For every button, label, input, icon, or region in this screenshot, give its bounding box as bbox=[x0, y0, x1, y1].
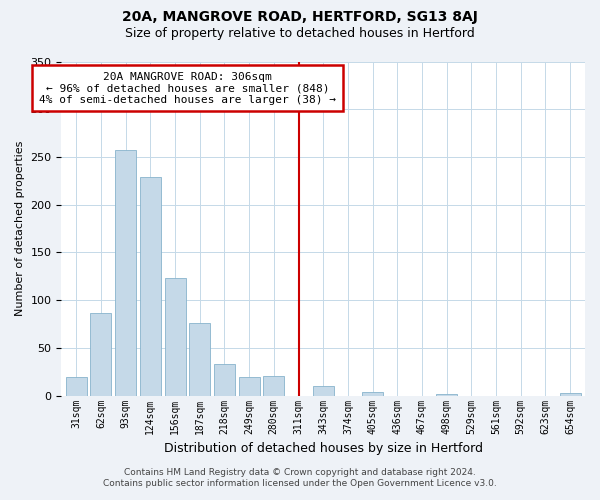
Bar bbox=[436, 394, 457, 396]
Bar bbox=[66, 378, 87, 396]
X-axis label: Distribution of detached houses by size in Hertford: Distribution of detached houses by size … bbox=[164, 442, 483, 455]
Text: Size of property relative to detached houses in Hertford: Size of property relative to detached ho… bbox=[125, 28, 475, 40]
Bar bbox=[91, 312, 112, 396]
Bar bbox=[362, 392, 383, 396]
Bar bbox=[164, 278, 185, 396]
Text: 20A MANGROVE ROAD: 306sqm
← 96% of detached houses are smaller (848)
4% of semi-: 20A MANGROVE ROAD: 306sqm ← 96% of detac… bbox=[39, 72, 336, 105]
Bar bbox=[560, 393, 581, 396]
Y-axis label: Number of detached properties: Number of detached properties bbox=[15, 141, 25, 316]
Text: Contains HM Land Registry data © Crown copyright and database right 2024.
Contai: Contains HM Land Registry data © Crown c… bbox=[103, 468, 497, 487]
Bar bbox=[115, 150, 136, 396]
Bar bbox=[239, 376, 260, 396]
Bar bbox=[214, 364, 235, 396]
Text: 20A, MANGROVE ROAD, HERTFORD, SG13 8AJ: 20A, MANGROVE ROAD, HERTFORD, SG13 8AJ bbox=[122, 10, 478, 24]
Bar bbox=[313, 386, 334, 396]
Bar bbox=[140, 177, 161, 396]
Bar bbox=[263, 376, 284, 396]
Bar bbox=[189, 323, 210, 396]
